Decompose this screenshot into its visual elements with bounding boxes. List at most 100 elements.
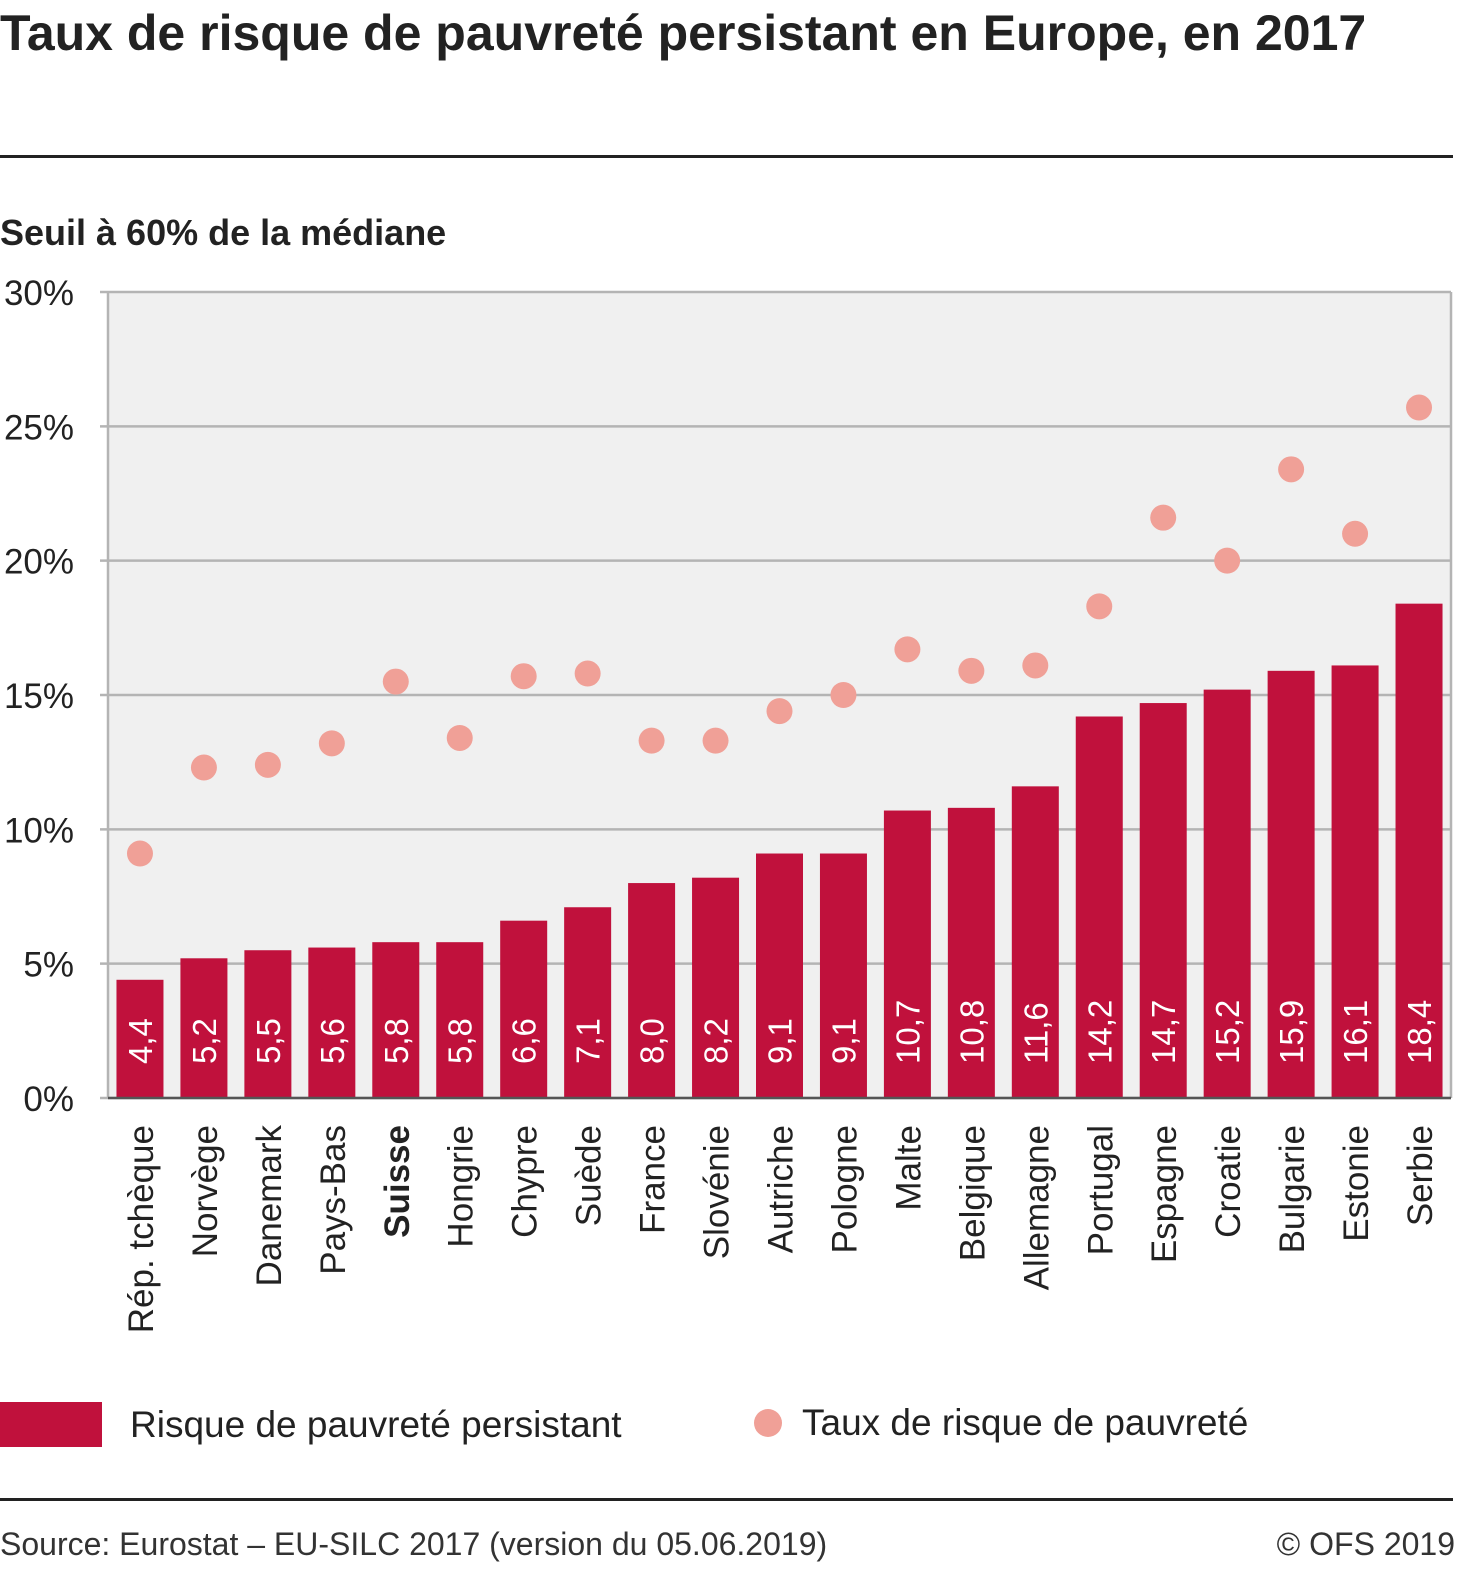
bar [1267,670,1315,1098]
chart-subtitle: Seuil à 60% de la médiane [0,212,447,253]
y-tick-label: 30% [4,274,74,313]
legend-dot-label: Taux de risque de pauvreté [802,1402,1249,1443]
poverty-rate-dot [1022,652,1049,679]
bar [500,920,548,1098]
poverty-rate-dot [254,751,281,778]
bar [244,950,292,1098]
bar-value-label: 8,2 [698,1018,735,1064]
poverty-rate-dot [574,660,601,687]
x-tick-label: Pays-Bas [314,1125,353,1275]
x-tick-label: Malte [889,1125,928,1211]
poverty-rate-dot [766,698,793,725]
poverty-rate-dot [190,754,217,781]
bar [1203,689,1251,1098]
x-tick-label: Slovénie [698,1125,737,1259]
legend-dot-swatch [754,1409,782,1437]
bar [819,853,867,1098]
bar [1075,716,1123,1098]
bar-value-label: 15,2 [1209,1000,1246,1064]
bar [1395,603,1443,1098]
y-tick-label: 25% [4,408,74,447]
bar-value-label: 6,6 [506,1018,543,1064]
bar [692,877,740,1098]
x-tick-label: Norvège [186,1125,225,1257]
title-divider [0,155,1453,158]
legend-bar-label: Risque de pauvreté persistant [130,1403,622,1445]
footer-divider [0,1498,1453,1501]
bar-value-label: 11,6 [1017,1002,1054,1064]
y-tick-label: 5% [23,946,74,985]
bar [628,883,676,1098]
bar-chart: 0% 5% 10% 15% 20% 25% 30% 4,4 Rép. tchèque 5,2 Nor… [4,274,1453,1333]
poverty-rate-dot [1086,593,1113,620]
x-tick-label: Hongrie [442,1125,481,1248]
x-tick-label: Portugal [1081,1125,1120,1255]
poverty-rate-dot [318,730,345,757]
bar-value-label: 9,1 [762,1018,799,1064]
poverty-rate-dot [510,663,537,690]
bar-value-label: 15,9 [1273,1000,1310,1064]
x-tick-label: Bulgarie [1273,1125,1312,1253]
bar-value-label: 5,5 [250,1018,287,1064]
poverty-rate-dot [382,668,409,695]
bar-value-label: 10,8 [953,1000,990,1064]
x-tick-label: Chypre [506,1125,545,1238]
bar-value-label: 18,4 [1401,1000,1438,1064]
poverty-rate-dot [830,682,857,708]
bar-value-label: 5,8 [442,1018,479,1064]
bar-value-label: 8,0 [634,1018,671,1064]
x-tick-label: Suède [570,1125,609,1226]
poverty-rate-dot [638,727,665,754]
x-tick-label: Estonie [1337,1125,1376,1242]
bar-value-label: 16,1 [1337,1000,1374,1064]
poverty-rate-dot [1406,394,1433,421]
bar [436,942,484,1098]
bar-value-label: 14,2 [1081,1000,1118,1064]
x-tick-label: Allemagne [1017,1125,1056,1290]
poverty-rate-dot [446,724,473,751]
y-tick-label: 20% [4,543,74,582]
x-tick-label: Serbie [1401,1125,1440,1226]
bar [1011,786,1059,1098]
x-tick-label: Belgique [953,1125,992,1261]
x-tick-label: Suisse [378,1125,417,1238]
bar [372,942,420,1098]
bar-value-label: 14,7 [1145,1000,1182,1064]
x-tick-label: Danemark [250,1125,289,1287]
x-tick-label: France [634,1125,673,1234]
poverty-rate-dot [702,727,729,754]
poverty-rate-dot [894,636,921,663]
x-tick-label: Croatie [1209,1125,1248,1238]
bar-value-label: 10,7 [889,1000,926,1064]
bar [756,853,803,1098]
poverty-rate-dot [1342,520,1369,547]
x-tick-label: Espagne [1145,1125,1184,1263]
x-tick-label: Pologne [825,1125,864,1253]
poverty-rate-dot [1214,547,1241,574]
copyright: © OFS 2019 [1276,1526,1455,1562]
bar [564,907,612,1098]
legend-item-dot: Taux de risque de pauvreté [754,1402,1248,1444]
bar-value-label: 5,8 [378,1018,415,1064]
legend-item-bar: Risque de pauvreté persistant [0,1402,622,1447]
bar-value-label: 9,1 [825,1018,862,1064]
bar [180,958,228,1098]
bar [116,979,164,1098]
poverty-rate-dot [1278,456,1305,483]
x-tick-label: Autriche [762,1125,801,1253]
bar [1331,665,1379,1098]
poverty-rate-dot [958,657,985,684]
y-tick-label: 15% [4,677,74,716]
bar [308,947,356,1098]
poverty-rate-dot [1150,504,1177,531]
source-note: Source: Eurostat – EU-SILC 2017 (version… [0,1526,828,1562]
bar [1139,703,1187,1098]
bar-value-label: 7,1 [570,1018,607,1064]
bar-value-label: 4,4 [122,1018,159,1064]
y-tick-label: 0% [23,1080,74,1119]
poverty-rate-dot [126,840,153,867]
bar [883,810,931,1098]
chart-title: Taux de risque de pauvreté persistant en… [0,5,1367,61]
legend-bar-swatch [0,1402,102,1447]
bar [947,807,995,1098]
